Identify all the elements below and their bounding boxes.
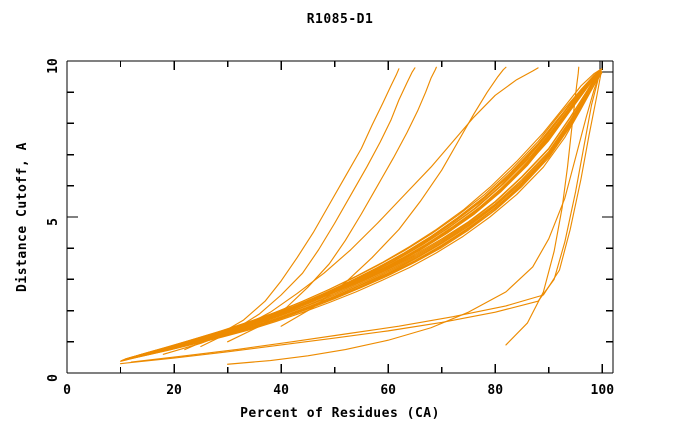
- chart-title: R1085-D1: [306, 12, 374, 27]
- data-curve: [126, 69, 601, 360]
- data-curve: [227, 72, 601, 365]
- x-tick-label: 60: [380, 383, 396, 398]
- data-curve: [127, 69, 601, 359]
- plot-frame: [66, 60, 614, 374]
- data-curve: [124, 69, 601, 360]
- data-series-group: [119, 66, 603, 365]
- data-curve: [128, 69, 602, 359]
- data-curve: [280, 66, 507, 327]
- x-tick-label: 0: [63, 383, 71, 398]
- data-curve: [133, 69, 601, 358]
- x-axis-label: Percent of Residues (CA): [240, 406, 440, 421]
- x-tick-label: 40: [273, 383, 289, 398]
- data-curve: [123, 70, 602, 361]
- x-tick-label: 80: [487, 383, 503, 398]
- data-curve: [200, 67, 416, 348]
- data-curve: [122, 71, 602, 361]
- x-tick-label: 100: [591, 383, 615, 398]
- data-curve: [125, 69, 601, 360]
- data-curve: [123, 70, 601, 361]
- data-curve: [227, 66, 437, 343]
- data-curve: [134, 69, 602, 357]
- x-tick-label: 20: [166, 383, 182, 398]
- y-tick-label: 0: [46, 374, 61, 382]
- data-curve: [121, 70, 602, 362]
- data-curve: [131, 69, 602, 358]
- data-curve: [130, 69, 602, 358]
- y-tick-label: 10: [46, 58, 61, 74]
- y-tick-label: 5: [46, 218, 61, 226]
- axis-ticks: [66, 60, 613, 374]
- data-curve: [124, 69, 601, 360]
- data-curve: [127, 69, 601, 359]
- data-curve: [121, 72, 600, 362]
- data-curve: [505, 66, 580, 346]
- y-axis-label: Distance Cutoff, A: [15, 142, 30, 292]
- data-curve: [162, 67, 539, 355]
- data-curve: [119, 72, 601, 365]
- data-curve: [184, 68, 400, 351]
- data-curve: [136, 69, 602, 357]
- data-curve: [138, 68, 603, 356]
- data-curve: [120, 74, 601, 362]
- data-curve: [130, 71, 602, 363]
- data-curve: [129, 69, 601, 359]
- data-curve: [122, 69, 601, 361]
- axis-tick-labels: 0 20 40 60 80 100 0 5 10: [46, 58, 614, 398]
